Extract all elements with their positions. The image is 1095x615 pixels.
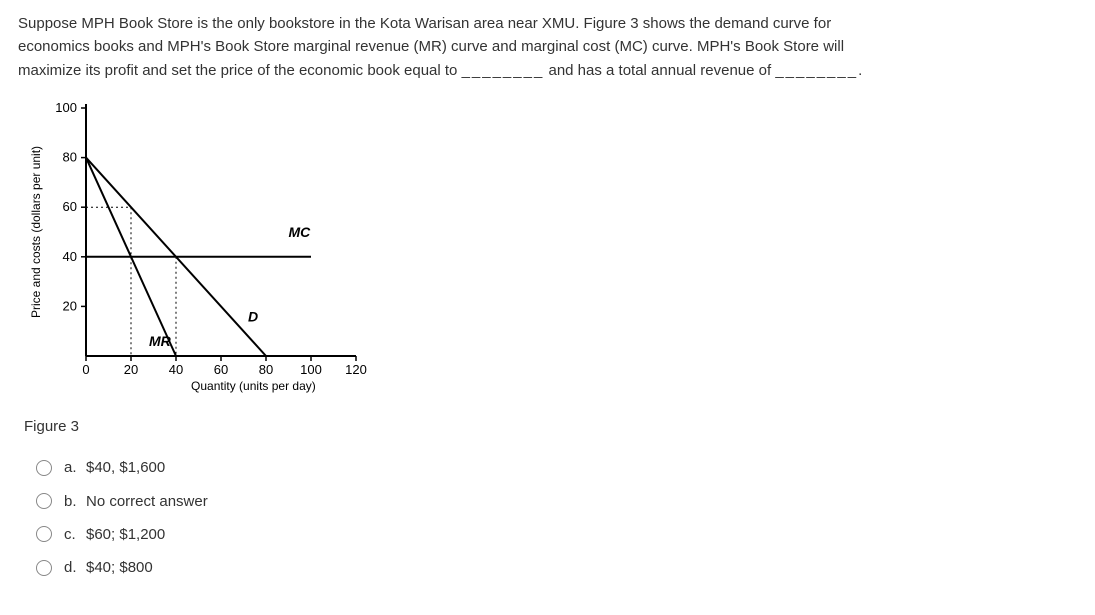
- svg-text:60: 60: [63, 199, 77, 214]
- radio-icon: [36, 493, 52, 509]
- radio-icon: [36, 560, 52, 576]
- svg-text:MR: MR: [149, 333, 172, 349]
- option-d[interactable]: d. $40; $800: [36, 556, 1077, 579]
- svg-text:MC: MC: [289, 224, 312, 240]
- svg-text:60: 60: [214, 362, 228, 377]
- option-text: $40; $800: [86, 556, 153, 579]
- options-list: a. $40, $1,600 b. No correct answer c. $…: [36, 456, 1077, 579]
- option-text: $40, $1,600: [86, 456, 165, 479]
- radio-icon: [36, 460, 52, 476]
- figure-caption: Figure 3: [24, 415, 1077, 438]
- option-letter: c.: [64, 523, 86, 546]
- svg-text:100: 100: [55, 100, 77, 115]
- option-letter: a.: [64, 456, 86, 479]
- q-line3-prefix: maximize its profit and set the price of…: [18, 62, 462, 79]
- q-line3-mid: and has a total annual revenue of: [544, 62, 775, 79]
- svg-text:20: 20: [63, 298, 77, 313]
- q-line3-suffix: .: [858, 62, 862, 79]
- svg-text:40: 40: [169, 362, 183, 377]
- q-blank1: ________: [462, 62, 545, 79]
- svg-text:120: 120: [345, 362, 367, 377]
- svg-text:80: 80: [63, 149, 77, 164]
- q-line1: Suppose MPH Book Store is the only books…: [18, 15, 831, 32]
- figure3-chart: 20 40 60 80 100 0 20 40 60 80 100 120 D MR MC Quantity …: [24, 92, 1077, 409]
- option-c[interactable]: c. $60; $1,200: [36, 523, 1077, 546]
- question-text: Suppose MPH Book Store is the only books…: [18, 12, 1077, 82]
- svg-text:100: 100: [300, 362, 322, 377]
- q-line2: economics books and MPH's Book Store mar…: [18, 38, 844, 55]
- svg-text:40: 40: [63, 249, 77, 264]
- option-letter: b.: [64, 490, 86, 513]
- svg-text:20: 20: [124, 362, 138, 377]
- svg-text:Quantity (units per day): Quantity (units per day): [191, 379, 316, 393]
- option-text: No correct answer: [86, 490, 208, 513]
- q-blank2: ________: [775, 62, 858, 79]
- svg-text:80: 80: [259, 362, 273, 377]
- option-b[interactable]: b. No correct answer: [36, 490, 1077, 513]
- option-letter: d.: [64, 556, 86, 579]
- svg-text:0: 0: [82, 362, 89, 377]
- chart-svg: 20 40 60 80 100 0 20 40 60 80 100 120 D MR MC Quantity …: [24, 92, 384, 402]
- option-a[interactable]: a. $40, $1,600: [36, 456, 1077, 479]
- option-text: $60; $1,200: [86, 523, 165, 546]
- svg-text:D: D: [248, 308, 258, 324]
- svg-text:Price and costs (dollars per u: Price and costs (dollars per unit): [29, 146, 43, 318]
- radio-icon: [36, 526, 52, 542]
